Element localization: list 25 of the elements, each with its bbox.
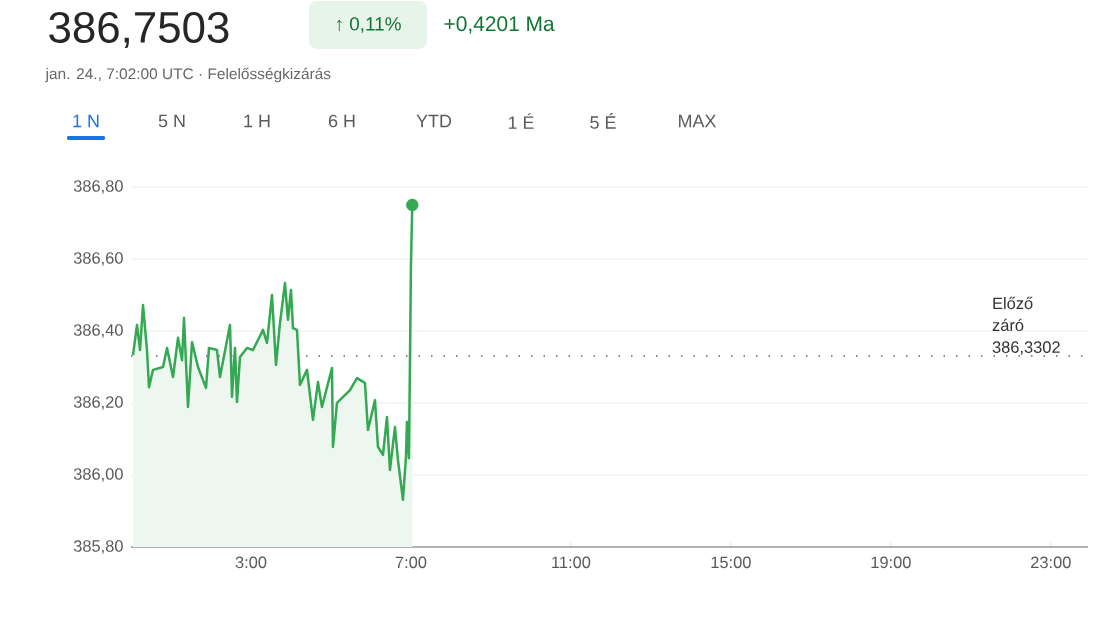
- x-tick-label: 15:00: [711, 556, 751, 569]
- text: 1 H: [244, 114, 270, 128]
- ref-line-label: Előző záró 386,3302: [992, 296, 1060, 355]
- text: 5 É: [590, 113, 616, 129]
- chart-title: 386,7503: [49, 11, 229, 49]
- y-tick-label: 386,60: [73, 252, 123, 266]
- text: MAX: [679, 114, 717, 128]
- text: 1 N: [73, 114, 99, 128]
- y-tick-label: 386,80: [73, 180, 123, 194]
- chart-subtitle: jan. 24., 7:02:00 UTC · Felelősségkizárás: [45, 67, 331, 83]
- text: 1 É: [508, 113, 534, 129]
- x-tick-label: 19:00: [871, 556, 911, 569]
- text: 6 H: [328, 114, 355, 128]
- y-tick-label: 385,80: [73, 540, 123, 554]
- x-tick-label: 3:00: [235, 556, 267, 569]
- x-tick-label: 23:00: [1031, 556, 1071, 569]
- text: +0,4201 Ma: [444, 16, 555, 34]
- text: 5 N: [158, 114, 185, 128]
- y-tick-label: 386,20: [73, 396, 123, 410]
- x-tick-label: 7:00: [395, 556, 427, 569]
- text: ↑ 0,11%: [337, 17, 401, 33]
- x-tick-label: 11:00: [552, 556, 591, 569]
- y-tick-label: 386,40: [73, 324, 123, 338]
- text: YTD: [416, 114, 452, 128]
- y-tick-label: 386,00: [73, 468, 123, 482]
